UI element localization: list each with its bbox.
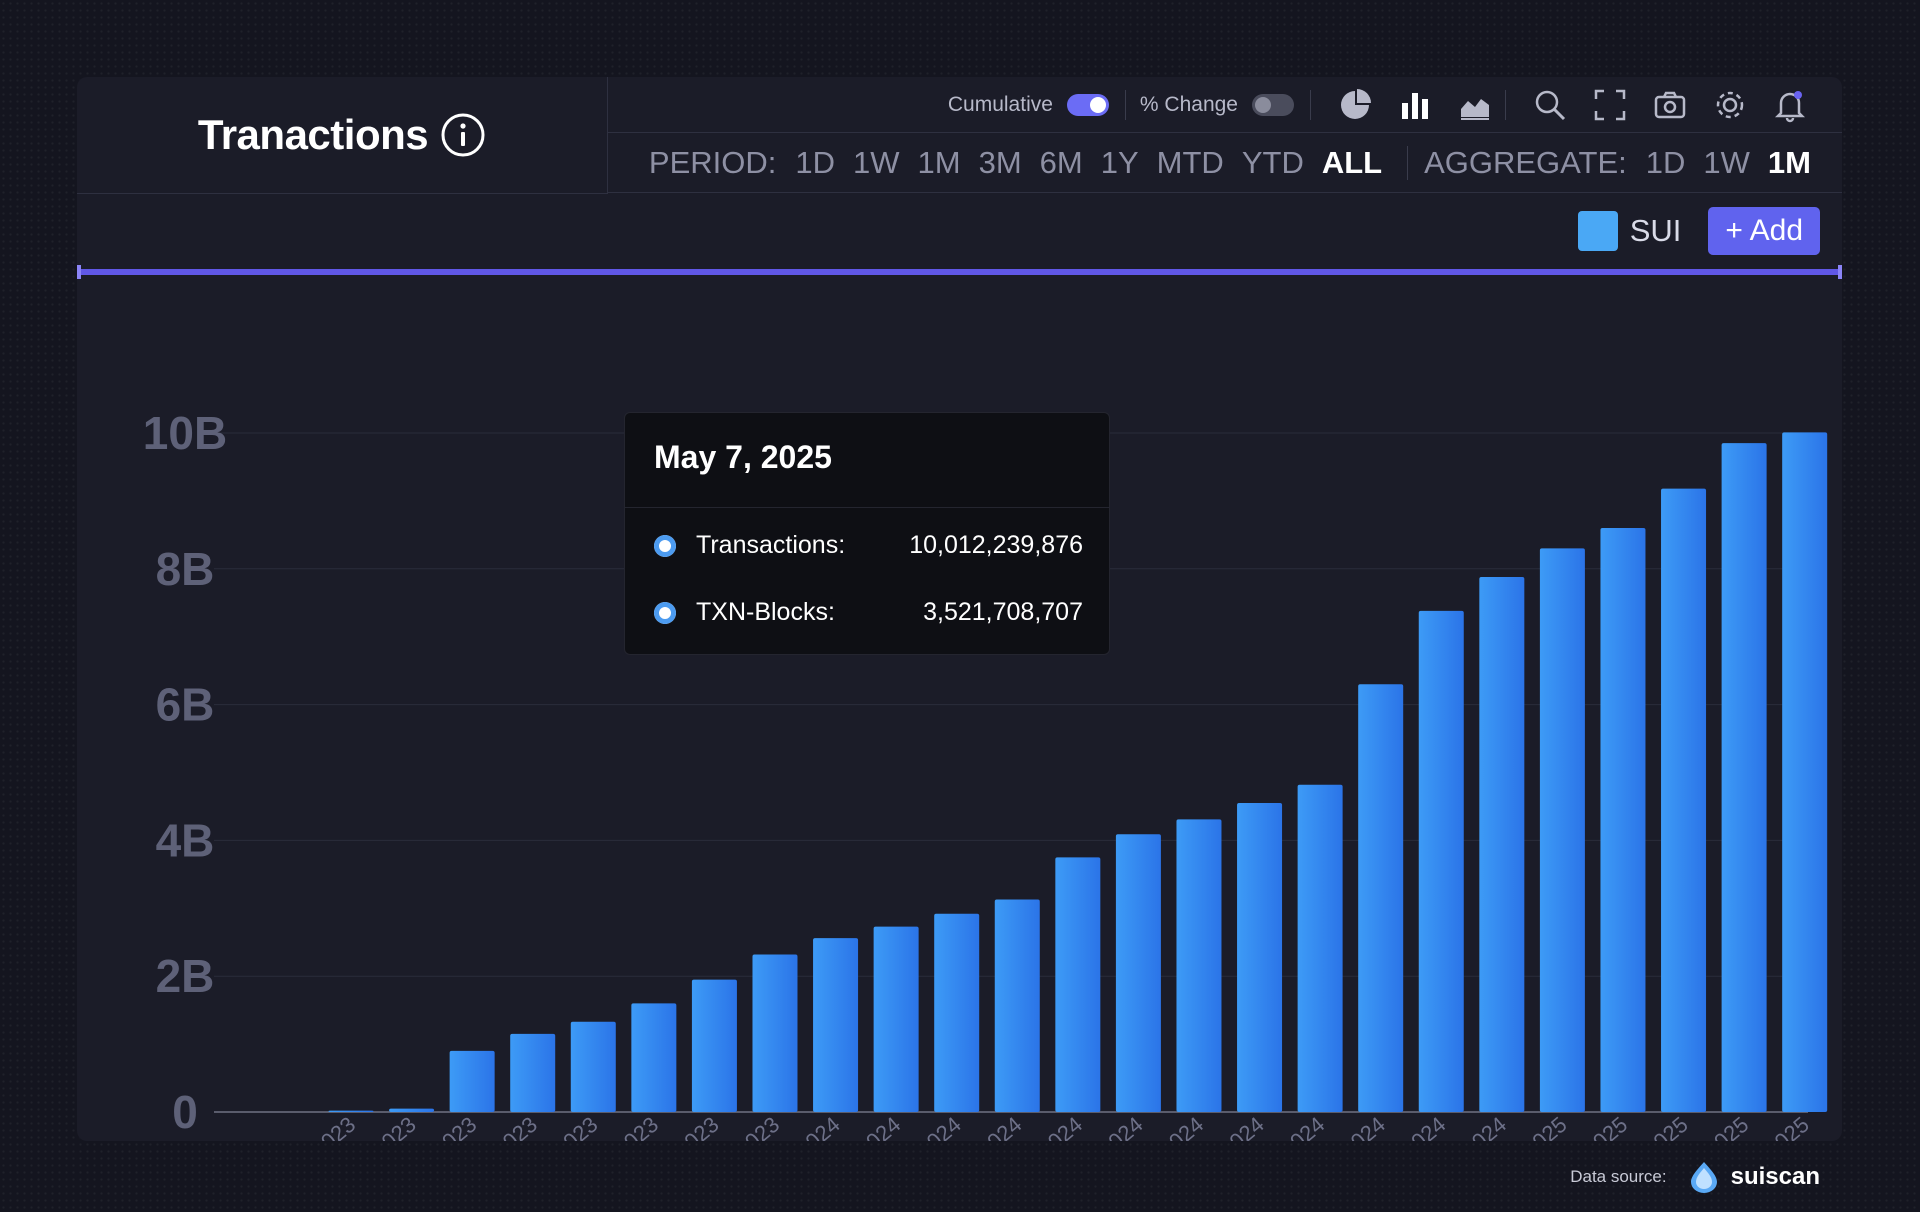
range-selector[interactable] bbox=[77, 269, 1842, 275]
suiscan-logo-icon bbox=[1690, 1162, 1717, 1193]
period-mtd[interactable]: MTD bbox=[1156, 145, 1224, 180]
page-title: Tranactions bbox=[197, 111, 429, 158]
data-source-brand[interactable]: suiscan bbox=[1730, 1163, 1820, 1190]
bar bbox=[691, 979, 737, 1112]
y-tick-label: 10B bbox=[143, 407, 227, 459]
divider bbox=[1407, 146, 1409, 180]
aggregate-1d[interactable]: 1D bbox=[1645, 145, 1686, 180]
x-tick-label: May 2023 bbox=[270, 1112, 360, 1141]
footer: Data source: suiscan bbox=[1570, 1160, 1820, 1194]
bar bbox=[873, 926, 919, 1112]
period-1y[interactable]: 1Y bbox=[1100, 145, 1139, 180]
bar bbox=[389, 1108, 435, 1112]
cumulative-label: Cumulative bbox=[947, 92, 1053, 116]
tooltip-label: TXN-Blocks: bbox=[696, 598, 835, 626]
chart-card: Tranactions Cumulative % Change bbox=[77, 77, 1842, 1141]
period-label: PERIOD: bbox=[648, 145, 777, 180]
period-6m[interactable]: 6M bbox=[1039, 145, 1083, 180]
bar bbox=[752, 954, 798, 1112]
period-1d[interactable]: 1D bbox=[795, 145, 836, 180]
area-chart-icon[interactable] bbox=[1457, 87, 1493, 123]
bar bbox=[1600, 528, 1646, 1112]
y-tick-label: 2B bbox=[156, 950, 215, 1002]
chart-tooltip: May 7, 2025 Transactions: 10,012,239,876… bbox=[624, 412, 1110, 655]
series-dot-icon bbox=[654, 534, 676, 557]
settings-icon[interactable] bbox=[1712, 87, 1748, 123]
pct-change-label: % Change bbox=[1139, 92, 1238, 116]
divider bbox=[1124, 89, 1126, 120]
tooltip-label: Transactions: bbox=[696, 531, 846, 559]
aggregate-1w[interactable]: 1W bbox=[1703, 145, 1750, 180]
period-aggregate-bar: PERIOD: 1D 1W 1M 3M 6M 1Y MTD YTD ALL AG… bbox=[608, 134, 1842, 193]
aggregate-1m[interactable]: 1M bbox=[1767, 145, 1811, 180]
bar bbox=[1782, 432, 1828, 1112]
divider bbox=[1505, 89, 1506, 120]
y-tick-label: 8B bbox=[156, 543, 215, 595]
tooltip-date: May 7, 2025 bbox=[654, 439, 832, 475]
bar bbox=[1237, 803, 1283, 1112]
pct-change-toggle[interactable] bbox=[1252, 93, 1294, 116]
pie-chart-icon[interactable] bbox=[1337, 87, 1373, 123]
bar bbox=[934, 913, 980, 1112]
bar bbox=[813, 938, 859, 1112]
bar bbox=[631, 1003, 677, 1112]
title-box: Tranactions bbox=[77, 77, 608, 194]
period-1m[interactable]: 1M bbox=[917, 145, 961, 180]
legend: SUI + Add bbox=[1577, 207, 1820, 255]
cumulative-toggle[interactable] bbox=[1066, 93, 1109, 116]
bar bbox=[1661, 488, 1707, 1112]
legend-swatch-sui bbox=[1577, 211, 1618, 251]
fullscreen-icon[interactable] bbox=[1592, 87, 1628, 123]
tooltip-value: 3,521,708,707 bbox=[923, 598, 1083, 626]
bar-chart-icon[interactable] bbox=[1397, 87, 1433, 123]
bar bbox=[994, 899, 1040, 1112]
camera-icon[interactable] bbox=[1652, 87, 1688, 123]
bar bbox=[1358, 684, 1404, 1112]
bell-icon[interactable] bbox=[1772, 87, 1808, 123]
period-3m[interactable]: 3M bbox=[978, 145, 1022, 180]
bar bbox=[1479, 576, 1525, 1112]
bar bbox=[1115, 834, 1161, 1112]
bar bbox=[1539, 548, 1585, 1112]
y-tick-label: 0 bbox=[172, 1086, 198, 1138]
bar bbox=[328, 1110, 374, 1112]
range-handle-left[interactable] bbox=[77, 265, 81, 279]
period-all[interactable]: ALL bbox=[1321, 145, 1383, 180]
bar bbox=[1055, 857, 1101, 1112]
bar bbox=[1176, 819, 1222, 1112]
tooltip-value: 10,012,239,876 bbox=[909, 531, 1083, 559]
tooltip-row-transactions: Transactions: 10,012,239,876 bbox=[654, 531, 1083, 560]
info-circle-icon[interactable] bbox=[440, 112, 486, 158]
data-source-label: Data source: bbox=[1570, 1167, 1667, 1186]
zoom-icon[interactable] bbox=[1532, 87, 1568, 123]
bar bbox=[1418, 610, 1464, 1112]
y-tick-label: 6B bbox=[156, 679, 215, 731]
add-series-button[interactable]: + Add bbox=[1708, 207, 1820, 255]
bar bbox=[449, 1050, 495, 1112]
aggregate-label: AGGREGATE: bbox=[1424, 145, 1627, 180]
bar bbox=[1721, 443, 1767, 1112]
bar bbox=[510, 1033, 556, 1112]
range-handle-right[interactable] bbox=[1838, 265, 1842, 279]
chart-toolbar: Cumulative % Change bbox=[608, 77, 1842, 133]
tooltip-row-txn-blocks: TXN-Blocks: 3,521,708,707 bbox=[654, 598, 1083, 627]
tooltip-divider bbox=[625, 507, 1109, 508]
y-tick-label: 4B bbox=[156, 814, 215, 866]
bar bbox=[1297, 784, 1343, 1112]
bar bbox=[570, 1021, 616, 1112]
period-ytd[interactable]: YTD bbox=[1241, 145, 1304, 180]
period-1w[interactable]: 1W bbox=[853, 145, 900, 180]
legend-label-sui[interactable]: SUI bbox=[1629, 213, 1682, 248]
divider bbox=[1310, 89, 1311, 120]
series-dot-icon bbox=[654, 601, 676, 624]
